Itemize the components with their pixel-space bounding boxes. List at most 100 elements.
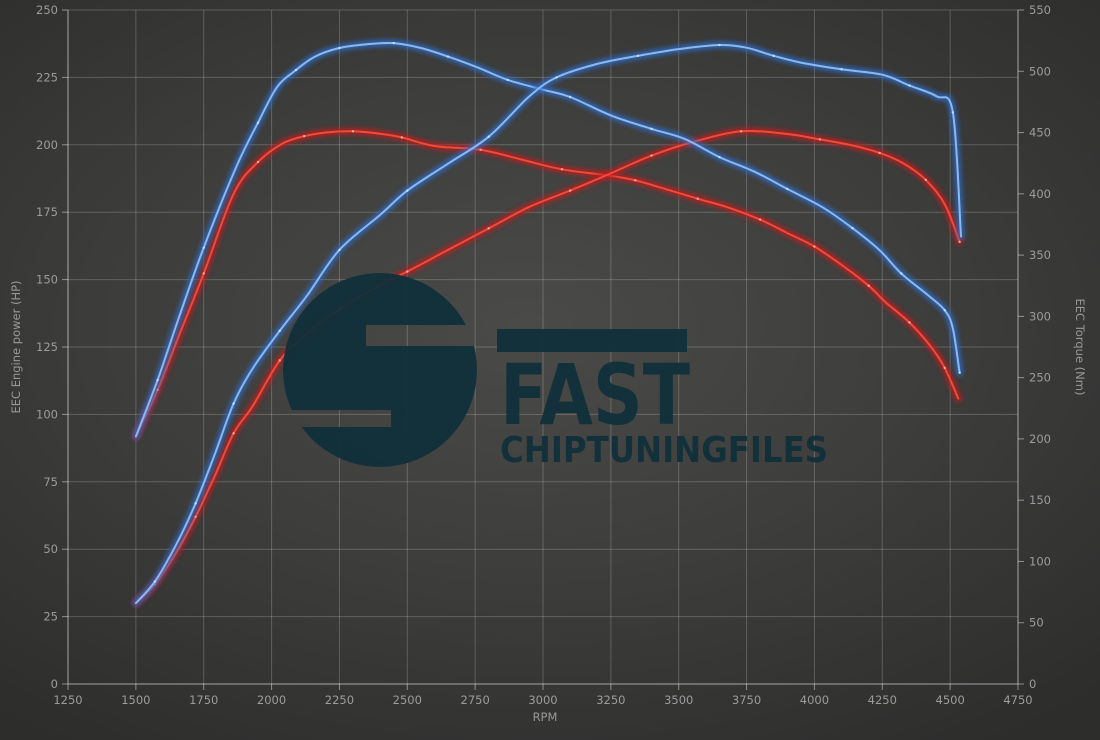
blue-power-marker (406, 189, 409, 192)
x-tick-label: 3250 (596, 693, 625, 707)
red-torque-marker (943, 366, 946, 370)
x-tick-label: 2500 (393, 693, 422, 707)
blue-power-marker (194, 502, 197, 505)
blue-torque-marker (338, 46, 341, 50)
x-axis-title: RPM (533, 710, 558, 724)
blue-torque-marker (900, 272, 903, 275)
blue-torque-marker (718, 155, 721, 159)
red-power-line (134, 129, 961, 605)
left-axis-title: EEC Engine power (HP) (9, 280, 23, 413)
blue-power-marker (636, 54, 640, 58)
left-tick-label: 250 (36, 3, 58, 17)
x-tick-label: 3000 (528, 693, 557, 707)
blue-torque-marker (568, 95, 572, 99)
blue-power-marker (338, 248, 341, 252)
right-tick-label: 250 (1029, 371, 1051, 385)
blue-torque-marker (650, 127, 653, 131)
red-torque-marker (479, 148, 482, 151)
left-tick-label: 225 (36, 70, 58, 84)
left-tick-label: 0 (51, 677, 58, 691)
blue-torque-marker (446, 55, 450, 58)
right-axis-title: EEC Torque (Nm) (1073, 299, 1087, 396)
red-power-marker (232, 432, 235, 435)
blue-torque-marker (958, 371, 961, 374)
series-red-torque (132, 127, 962, 440)
x-tick-label: 2750 (461, 693, 490, 707)
red-power-marker (487, 227, 490, 230)
blue-torque-marker (392, 41, 395, 45)
left-tick-label: 75 (43, 475, 58, 489)
red-torque-marker (634, 179, 637, 182)
right-tick-label: 300 (1029, 309, 1051, 323)
left-tick-label: 100 (36, 407, 58, 421)
blue-power-marker (718, 43, 721, 47)
left-tick-label: 175 (36, 205, 58, 219)
series-blue-torque (132, 39, 964, 440)
blue-power-marker (772, 54, 775, 58)
x-tick-label: 4500 (936, 693, 965, 707)
x-tick-label: 1500 (121, 693, 150, 707)
blue-power-marker (278, 329, 281, 333)
right-tick-label: 50 (1029, 616, 1044, 630)
x-tick-label: 3750 (732, 693, 761, 707)
right-tick-label: 400 (1029, 187, 1051, 201)
red-power-marker (878, 151, 881, 155)
left-tick-label: 200 (36, 138, 58, 152)
blue-torque-marker (294, 68, 298, 72)
red-power-marker (568, 189, 572, 192)
red-power-marker (958, 240, 961, 244)
blue-power-marker (232, 402, 235, 405)
right-tick-label: 350 (1029, 248, 1051, 262)
watermark-brand: FAST (500, 346, 690, 444)
red-torque-marker (560, 168, 564, 171)
red-power-marker (924, 178, 927, 182)
red-power-marker (818, 138, 822, 141)
x-tick-label: 4750 (1003, 693, 1032, 707)
right-tick-label: 100 (1029, 554, 1051, 568)
x-tick-label: 4000 (800, 693, 829, 707)
blue-torque-marker (943, 309, 946, 312)
right-tick-label: 0 (1029, 677, 1036, 691)
red-power-marker (194, 515, 197, 519)
red-torque-marker (400, 136, 404, 139)
blue-torque-marker (506, 78, 509, 82)
blue-torque-marker (202, 246, 205, 249)
red-torque-marker (908, 321, 911, 324)
right-tick-label: 200 (1029, 432, 1051, 446)
red-torque-marker (758, 218, 762, 221)
blue-power-glow (132, 41, 965, 607)
red-power-marker (650, 154, 653, 157)
blue-torque-marker (786, 187, 789, 191)
x-tick-label: 3500 (664, 693, 693, 707)
blue-power-marker (951, 111, 955, 114)
left-tick-label: 50 (43, 542, 58, 556)
series-curves (132, 39, 965, 607)
x-tick-label: 1250 (53, 693, 82, 707)
blue-torque-marker (851, 226, 854, 230)
blue-torque-marker (256, 121, 260, 124)
x-tick-label: 1750 (189, 693, 218, 707)
red-torque-marker (813, 245, 816, 248)
right-tick-label: 500 (1029, 64, 1051, 78)
watermark-subtitle: CHIPTUNINGFILES (500, 430, 828, 471)
red-power-marker (278, 359, 281, 362)
x-tick-label: 4250 (868, 693, 897, 707)
red-torque-marker (351, 130, 355, 133)
red-power-marker (739, 130, 743, 133)
tick-labels: 1250 1500 1750 2000 2250 2500 2750 3000 3250 3500… (36, 3, 1051, 707)
x-tick-label: 2000 (257, 693, 286, 707)
left-tick-label: 125 (36, 340, 58, 354)
left-tick-label: 150 (36, 273, 58, 287)
blue-torque-marker (156, 378, 159, 382)
left-tick-label: 25 (43, 610, 58, 624)
watermark-bar (497, 329, 687, 352)
blue-power-line (134, 43, 962, 605)
blue-power-marker (153, 580, 157, 583)
blue-power-marker (487, 135, 490, 138)
red-torque-marker (867, 284, 870, 287)
x-tick-label: 2250 (325, 693, 354, 707)
right-tick-label: 150 (1029, 493, 1051, 507)
red-torque-marker (202, 272, 205, 275)
